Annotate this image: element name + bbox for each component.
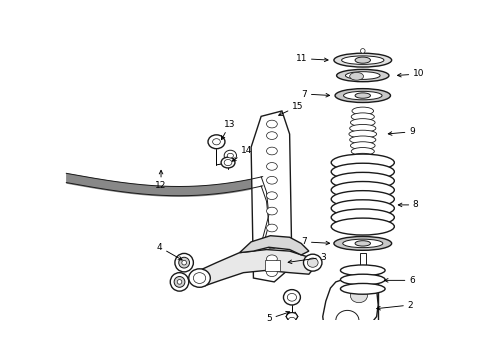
Bar xyxy=(360,253,366,276)
Text: 3: 3 xyxy=(288,253,326,264)
Text: 15: 15 xyxy=(279,102,303,116)
Ellipse shape xyxy=(331,218,394,235)
Ellipse shape xyxy=(267,163,277,170)
Text: 10: 10 xyxy=(397,69,424,78)
Ellipse shape xyxy=(224,150,237,161)
Text: 1: 1 xyxy=(0,359,1,360)
Ellipse shape xyxy=(343,91,382,100)
Ellipse shape xyxy=(351,113,374,121)
Bar xyxy=(347,274,378,328)
Ellipse shape xyxy=(355,93,370,98)
Ellipse shape xyxy=(174,276,185,287)
Ellipse shape xyxy=(171,273,189,291)
Ellipse shape xyxy=(331,154,394,171)
Ellipse shape xyxy=(331,191,394,208)
Text: 13: 13 xyxy=(221,120,236,140)
Ellipse shape xyxy=(194,273,206,283)
Ellipse shape xyxy=(179,257,190,268)
Ellipse shape xyxy=(331,209,394,226)
Bar xyxy=(265,260,280,271)
Text: 5: 5 xyxy=(266,311,290,323)
Polygon shape xyxy=(323,276,378,360)
Text: 6: 6 xyxy=(385,276,415,285)
Ellipse shape xyxy=(350,289,368,303)
Text: 12: 12 xyxy=(155,170,167,190)
Polygon shape xyxy=(251,111,292,282)
Ellipse shape xyxy=(355,57,370,63)
Ellipse shape xyxy=(189,269,210,287)
Ellipse shape xyxy=(182,260,187,265)
Ellipse shape xyxy=(350,72,364,80)
Ellipse shape xyxy=(283,289,300,305)
Ellipse shape xyxy=(335,89,391,103)
Ellipse shape xyxy=(334,53,392,67)
Ellipse shape xyxy=(303,254,322,271)
Ellipse shape xyxy=(267,147,277,155)
Ellipse shape xyxy=(307,258,318,267)
Ellipse shape xyxy=(349,130,377,138)
Ellipse shape xyxy=(364,348,369,353)
Ellipse shape xyxy=(288,317,296,324)
Ellipse shape xyxy=(352,107,373,115)
Ellipse shape xyxy=(359,356,374,360)
Ellipse shape xyxy=(208,135,225,149)
Ellipse shape xyxy=(331,181,394,198)
Ellipse shape xyxy=(352,153,373,161)
Ellipse shape xyxy=(331,200,394,217)
Ellipse shape xyxy=(343,342,391,360)
Bar xyxy=(341,327,352,346)
Ellipse shape xyxy=(355,241,370,246)
Ellipse shape xyxy=(337,69,389,82)
Text: 8: 8 xyxy=(398,201,418,210)
Ellipse shape xyxy=(267,176,277,184)
Text: 11: 11 xyxy=(296,54,328,63)
Ellipse shape xyxy=(334,237,392,250)
Text: 4: 4 xyxy=(157,243,182,260)
Ellipse shape xyxy=(267,192,277,199)
Ellipse shape xyxy=(177,280,182,284)
Text: 9: 9 xyxy=(388,127,415,136)
Ellipse shape xyxy=(267,120,277,128)
Ellipse shape xyxy=(267,255,277,263)
Ellipse shape xyxy=(351,349,382,360)
Ellipse shape xyxy=(287,313,297,320)
Ellipse shape xyxy=(352,354,357,359)
Ellipse shape xyxy=(341,283,385,294)
Ellipse shape xyxy=(350,125,376,132)
Text: 14: 14 xyxy=(232,147,252,161)
Ellipse shape xyxy=(350,142,375,149)
Ellipse shape xyxy=(213,139,220,145)
Polygon shape xyxy=(199,249,317,286)
Text: 7: 7 xyxy=(301,237,330,246)
Text: 2: 2 xyxy=(377,301,413,310)
Ellipse shape xyxy=(376,354,381,359)
Ellipse shape xyxy=(175,253,194,272)
Ellipse shape xyxy=(227,153,233,158)
Ellipse shape xyxy=(350,136,376,144)
Ellipse shape xyxy=(361,49,365,53)
Ellipse shape xyxy=(267,132,277,139)
Ellipse shape xyxy=(267,269,277,276)
Ellipse shape xyxy=(267,241,277,249)
Ellipse shape xyxy=(341,265,385,276)
Polygon shape xyxy=(240,236,309,255)
Text: 7: 7 xyxy=(301,90,330,99)
Ellipse shape xyxy=(343,239,383,248)
Ellipse shape xyxy=(267,207,277,215)
Ellipse shape xyxy=(345,72,380,80)
Ellipse shape xyxy=(331,163,394,180)
Ellipse shape xyxy=(287,293,296,301)
Ellipse shape xyxy=(331,172,394,189)
Ellipse shape xyxy=(342,56,384,64)
Bar xyxy=(373,327,384,346)
Ellipse shape xyxy=(351,148,374,155)
Ellipse shape xyxy=(350,119,375,126)
Ellipse shape xyxy=(336,310,359,330)
Ellipse shape xyxy=(224,159,232,166)
Ellipse shape xyxy=(267,224,277,232)
Ellipse shape xyxy=(341,274,385,285)
Ellipse shape xyxy=(221,157,235,168)
